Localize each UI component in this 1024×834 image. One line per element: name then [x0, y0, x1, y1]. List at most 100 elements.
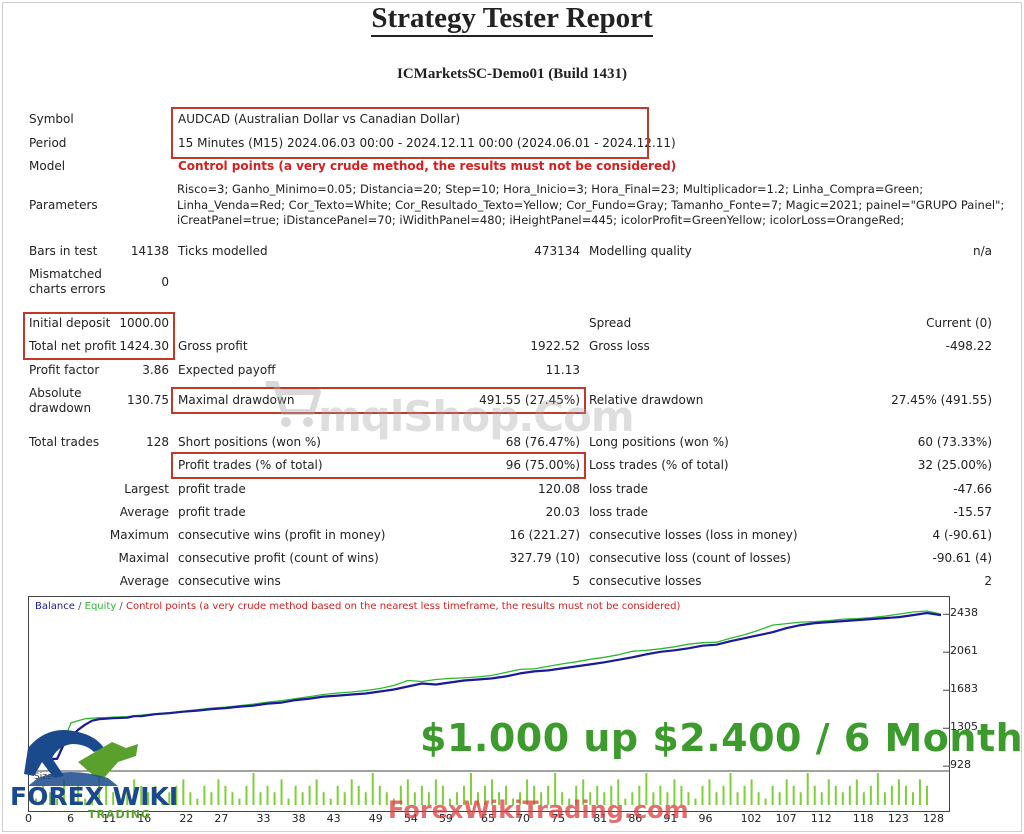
- volume-bar: [638, 785, 641, 805]
- chart-legend: Balance / Equity / Control points (a ver…: [35, 601, 681, 612]
- short-positions-value: 68 (76.47%): [505, 435, 580, 449]
- volume-bar: [869, 785, 872, 805]
- volume-bar: [897, 779, 900, 805]
- volume-bar: [883, 792, 886, 805]
- mqlshop-watermark: mqlShop.Com: [318, 392, 635, 441]
- logo-text: FOREX WIKI: [10, 782, 179, 811]
- x-tick-label: 107: [775, 812, 797, 825]
- x-tick-label: 22: [179, 812, 194, 825]
- volume-bar: [273, 792, 276, 805]
- volume-bar: [841, 792, 844, 805]
- bars-in-test-label: Bars in test: [29, 244, 98, 258]
- volume-bar: [56, 798, 59, 805]
- volume-bar: [911, 792, 914, 805]
- volume-bar: [301, 792, 304, 805]
- volume-bar: [469, 773, 472, 805]
- loss-trades-value: 32 (25.00%): [917, 458, 992, 472]
- parameters-line: Risco=3; Ganho_Minimo=0.05; Distancia=20…: [177, 182, 924, 196]
- volume-bar: [512, 798, 515, 805]
- volume-bar: [687, 792, 690, 805]
- symbol-value: AUDCAD (Australian Dollar vs Canadian Do…: [178, 112, 461, 126]
- volume-bar: [70, 792, 73, 805]
- avg-cons-losses-value: 2: [984, 574, 992, 588]
- volume-bar: [561, 792, 564, 805]
- volume-bar: [925, 785, 928, 805]
- volume-bar: [476, 792, 479, 805]
- volume-bar: [582, 779, 585, 805]
- volume-bar: [161, 798, 164, 805]
- volume-bar: [890, 785, 893, 805]
- x-tick-label: 112: [810, 812, 832, 825]
- absolute-drawdown-value: 130.75: [127, 393, 169, 407]
- volume-bar: [406, 779, 409, 805]
- maximal-drawdown-label: Maximal drawdown: [178, 393, 295, 407]
- average-profit-value: 20.03: [545, 505, 580, 519]
- profit-trades-label: Profit trades (% of total): [178, 458, 323, 472]
- spread-label: Spread: [589, 316, 632, 330]
- volume-bar: [210, 792, 213, 805]
- volume-bar: [49, 792, 52, 805]
- average-label: Average: [119, 505, 169, 519]
- volume-bar: [364, 792, 367, 805]
- x-tick-label: 6: [67, 812, 75, 825]
- volume-bar: [42, 785, 45, 805]
- volume-bar: [603, 792, 606, 805]
- bars-in-test-value: 14138: [130, 244, 169, 258]
- relative-drawdown-value: 27.45% (491.55): [891, 393, 992, 407]
- total-net-profit-label: Total net profit: [29, 339, 117, 353]
- initial-deposit-label: Initial deposit: [29, 316, 111, 330]
- volume-bar: [133, 779, 136, 805]
- x-tick-label: 11: [102, 812, 117, 825]
- volume-bar: [904, 785, 907, 805]
- volume-bar: [140, 785, 143, 805]
- relative-drawdown-label: Relative drawdown: [589, 393, 704, 407]
- volume-bar: [175, 785, 178, 805]
- initial-deposit-value: 1000.00: [119, 316, 169, 330]
- period-value: 15 Minutes (M15) 2024.06.03 00:00 - 2024…: [178, 136, 676, 150]
- volume-bar: [834, 785, 837, 805]
- maximal-cons-profit-value: 327.79 (10): [509, 551, 580, 565]
- period-label: Period: [29, 136, 67, 150]
- volume-bar: [771, 785, 774, 805]
- x-tick-label: 65: [481, 812, 495, 825]
- volume-bar: [77, 785, 80, 805]
- x-tick-label: 81: [593, 812, 608, 825]
- loss-trades-label: Loss trades (% of total): [589, 458, 729, 472]
- forexwiki-logo-icon: [24, 730, 138, 786]
- expected-payoff-value: 11.13: [545, 363, 580, 377]
- x-tick-label: 49: [368, 812, 383, 825]
- volume-bar: [350, 779, 353, 805]
- volume-bar: [673, 779, 676, 805]
- forexwiki-url-watermark: ForexWikiTrading.com: [388, 796, 689, 824]
- volume-bar: [329, 798, 332, 805]
- absolute-drawdown-label-2: drawdown: [29, 401, 92, 415]
- parameters-line: Linha_Venda=Red; Cor_Texto=White; Cor_Re…: [177, 197, 1005, 212]
- volume-bar: [434, 779, 437, 805]
- maximal-cons-profit-label: consecutive profit (count of wins): [178, 551, 379, 565]
- volume-bar: [764, 798, 767, 805]
- parameters-label: Parameters: [29, 198, 98, 212]
- volume-bar: [392, 798, 395, 805]
- expected-payoff-label: Expected payoff: [178, 363, 276, 377]
- volume-bar: [701, 785, 704, 805]
- y-tick-label: 2438: [950, 606, 978, 620]
- volume-bar: [231, 792, 234, 805]
- balance-chart: Balance / Equity / Control points (a ver…: [28, 596, 950, 812]
- logo-subtext: TRADING: [88, 808, 151, 821]
- volume-bar: [189, 792, 192, 805]
- volume-bar: [399, 785, 402, 805]
- x-tick-label: 33: [256, 812, 271, 825]
- volume-bar: [385, 792, 388, 805]
- legend-equity: Equity: [84, 601, 117, 612]
- volume-bar: [750, 779, 753, 805]
- gross-loss-label: Gross loss: [589, 339, 650, 353]
- x-tick-label: 0: [25, 812, 32, 825]
- promo-text: $1.000 up $2.400 / 6 Months: [420, 716, 1024, 760]
- average-profit-label: profit trade: [178, 505, 246, 519]
- symbol-period-highlight: [171, 107, 649, 159]
- volume-bar: [519, 792, 522, 805]
- cart-watermark-icon: [266, 381, 321, 427]
- profit-trades-value: 96 (75.00%): [505, 458, 580, 472]
- profit-trades-highlight: [171, 452, 586, 479]
- volume-bar: [238, 798, 241, 805]
